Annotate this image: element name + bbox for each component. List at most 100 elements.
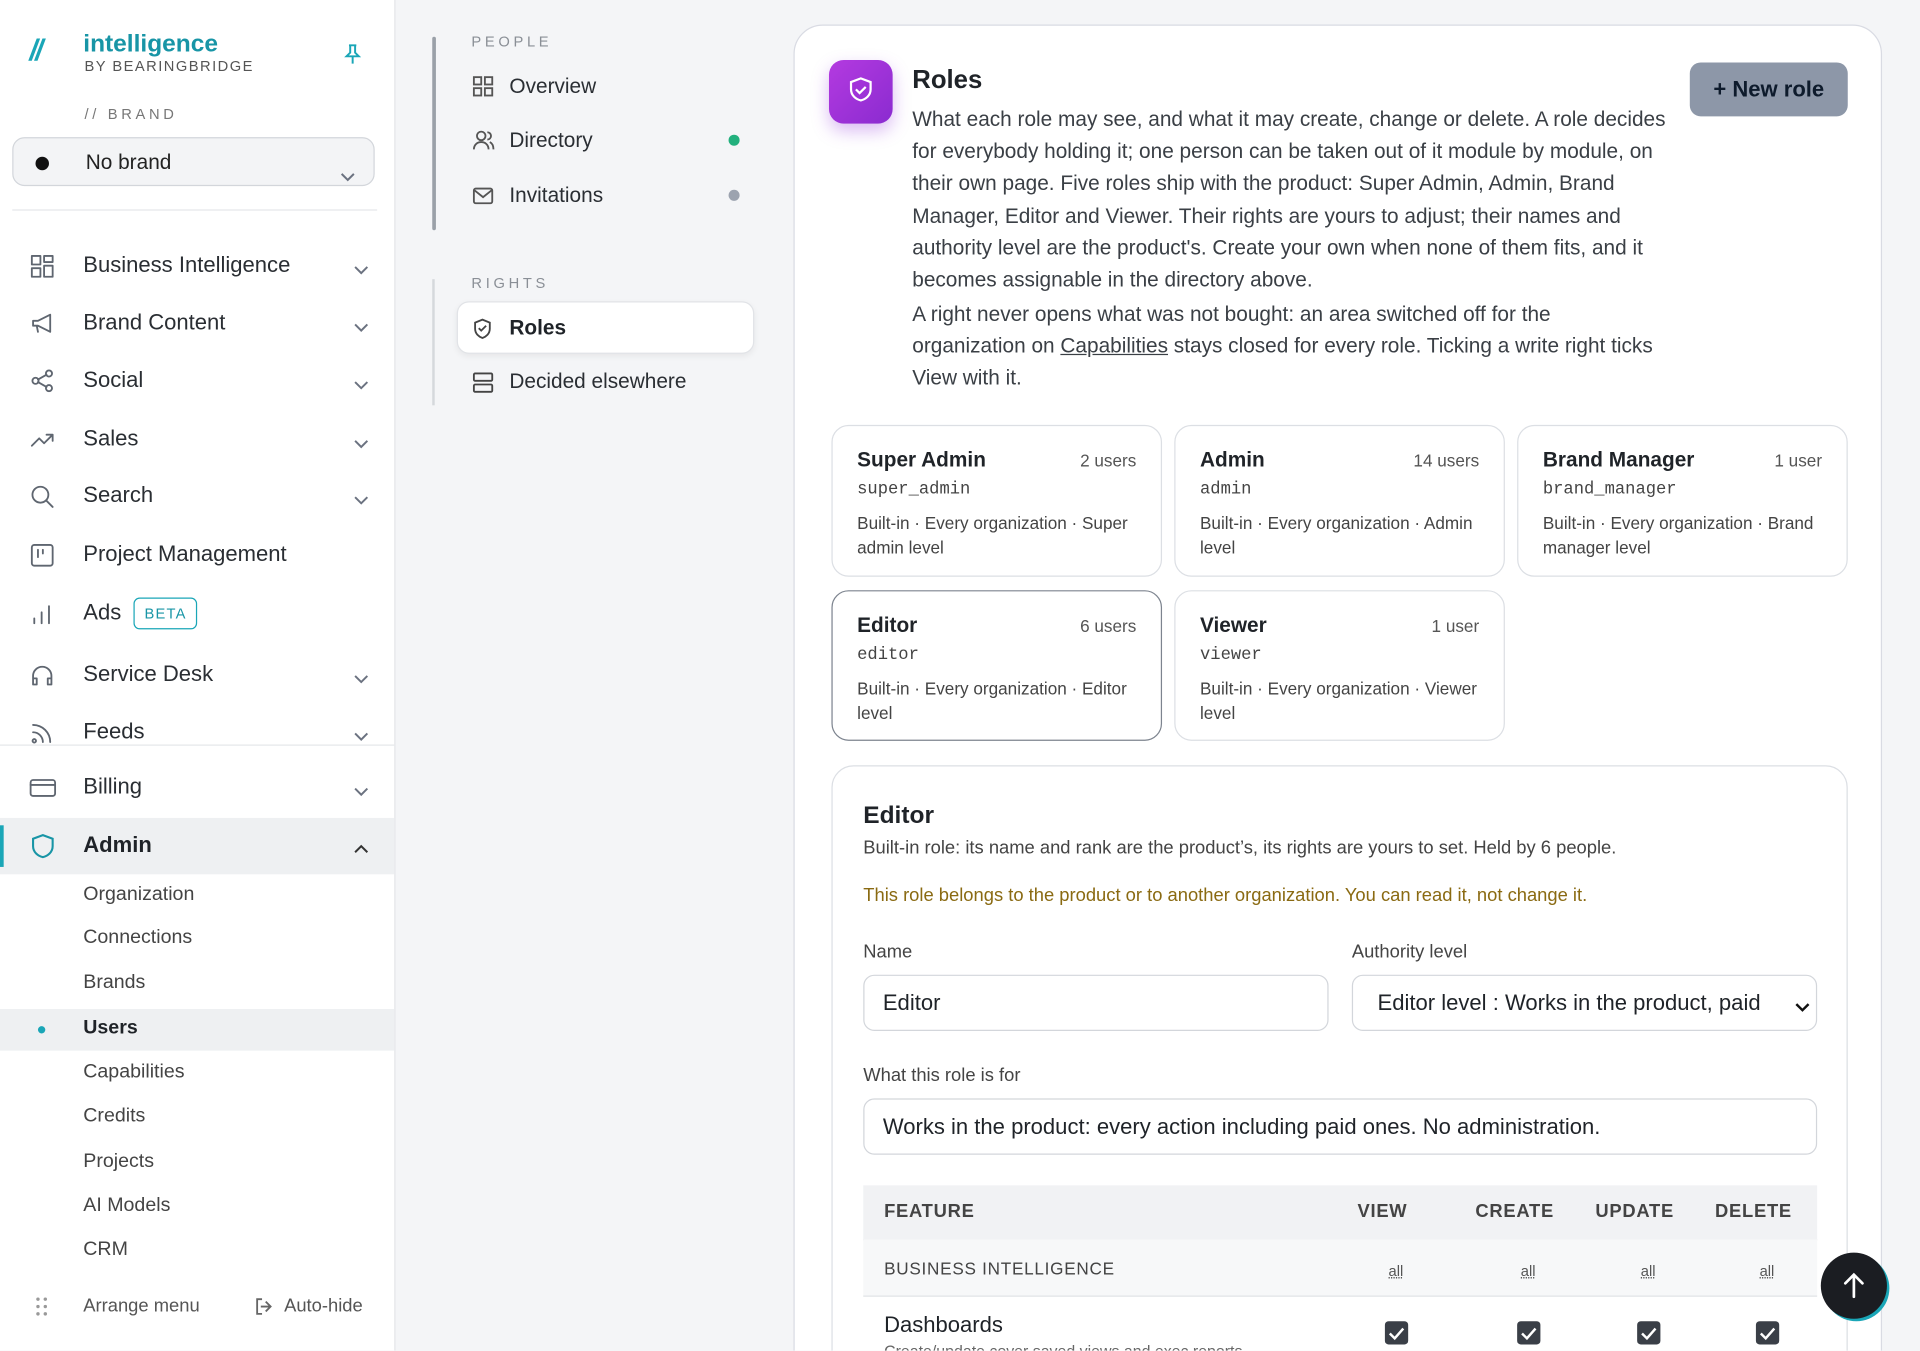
admin-subitem[interactable]: AI Models [83,1195,171,1216]
admin-subitem[interactable]: Brands [83,972,146,994]
capabilities-link[interactable]: Capabilities [1060,334,1169,358]
chevron-up [353,839,370,861]
admin-subitem[interactable]: CRM [83,1239,128,1261]
arrange-menu[interactable]: Arrange menu [83,1295,200,1317]
nav-item[interactable]: Billing [83,773,143,799]
nav-icon [29,662,56,695]
subnav-item[interactable]: Decided elsewhere [509,369,687,394]
status-dot [728,189,740,201]
column-header: DELETE [1715,1201,1792,1223]
chevron-down [353,670,370,692]
nav-item[interactable]: Service Desk [83,661,214,686]
purpose-input[interactable]: Works in the product: every action inclu… [863,1098,1818,1155]
admin-subitem[interactable]: Capabilities [83,1061,185,1083]
role-meta: Built-in · Every organization · Editor l… [857,678,1127,723]
role-card[interactable]: Admin 14 users admin Built-in · Every organ… [1174,424,1505,577]
admin-subitem[interactable]: Users [83,1017,138,1039]
nav-item[interactable]: Social [83,367,144,392]
arrow-up-icon [1843,1272,1864,1299]
purpose-value: Works in the product: every action inclu… [882,1114,1601,1139]
nav-item-admin[interactable]: Admin [83,832,152,858]
chevron-down [353,727,370,749]
permission-checkbox[interactable] [1517,1321,1541,1345]
subnav-item[interactable]: Overview [509,74,597,98]
select-chevron [1794,998,1811,1020]
name-value: Editor [882,990,941,1016]
nav-icon [29,775,57,808]
role-card[interactable]: Super Admin 2 users super_admin Built-in · … [831,424,1163,577]
admin-subitem[interactable]: Organization [83,884,195,905]
admin-subitem[interactable]: Connections [83,926,193,948]
role-card[interactable]: Brand Manager 1 user brand_manager Built-in… [1517,424,1848,577]
chevron-down [353,261,370,283]
subnav-icon [471,317,495,348]
note-text: stays closed for every role. Ticking a w… [912,334,1653,390]
nav-item[interactable]: Search [83,482,154,507]
role-key mono: brand_manager [1542,480,1677,500]
role-key mono: admin [1200,480,1252,500]
role-users: 2 users [1080,450,1137,471]
nav-icon [29,601,56,634]
nav-icon [29,253,56,286]
admin-subitem[interactable]: Credits [83,1105,146,1127]
status-dot [728,134,740,146]
authority-value: Editor level : Works in the product, pai… [1377,990,1761,1016]
new-role-button[interactable]: + New role [1689,62,1848,117]
column-header: FEATURE [884,1201,975,1223]
subnav-icon [471,129,495,160]
nav-icon [29,369,56,402]
subnav-item[interactable]: Directory [509,128,593,152]
nav-icon [29,542,56,575]
chevron-down [353,376,370,398]
note-text: A right never opens what was not bought:… [912,302,1551,358]
role-meta: Built-in · Every organization · Brand ma… [1542,513,1814,558]
group-toggle[interactable]: all [1520,1262,1536,1280]
role-key mono: editor [857,645,919,665]
subnav: PEOPLE Overview Directory Invitations RIGHTS… [432,0,763,1351]
drag-icon [34,1296,49,1324]
role-card[interactable]: Viewer 1 user viewer Built-in · Every organ… [1174,590,1505,741]
nav-item[interactable]: Brand Content [83,309,226,335]
permission-checkbox[interactable] [1384,1321,1409,1345]
readonly-warning: This role belongs to the product or to a… [863,885,1588,907]
editor-subtitle: Built-in role: its name and rank are the… [863,837,1617,859]
active-dot [37,1026,46,1034]
nav-item[interactable]: Ads [83,600,122,625]
brand-byline: BY BEARINGBRIDGE [84,57,254,75]
divider [0,744,395,746]
group-toggle[interactable]: all [1640,1262,1656,1280]
feature-name: Dashboards [884,1312,1003,1338]
authority-select[interactable]: Editor level : Works in the product, pai… [1351,974,1818,1032]
nav-item[interactable]: Business Intelligence [83,252,291,277]
nav-item[interactable]: Feeds [83,718,145,744]
chevron-down [353,491,370,513]
role-name: Viewer [1200,613,1267,637]
editor-panel: Editor Built-in role: its name and rank a… [831,765,1848,1351]
roles-note: A right never opens what was not bought:… [912,299,1659,395]
group-toggle[interactable]: all [1759,1262,1775,1280]
group-name: BUSINESS INTELLIGENCE [884,1258,1115,1279]
admin-subitem[interactable]: Projects [83,1151,155,1172]
column-header: VIEW [1357,1201,1408,1223]
role-card[interactable]: Editor 6 users editor Built-in · Every orga… [831,590,1163,741]
nav-item[interactable]: Project Management [83,541,287,566]
subitem-highlight [0,1008,395,1051]
nav-item[interactable]: Sales [83,426,139,451]
editor-title: Editor [863,802,935,829]
group-toggle[interactable]: all [1388,1262,1404,1280]
brand-dot [35,156,49,171]
subnav-item[interactable]: Invitations [509,183,604,207]
permission-checkbox[interactable] [1637,1321,1661,1345]
subnav-rail [432,36,436,231]
subnav-item-active[interactable]: Roles [509,315,567,340]
scroll-top-button[interactable] [1820,1252,1887,1319]
name-input[interactable]: Editor [863,974,1329,1032]
brand-select[interactable]: No brand [12,137,375,187]
chevron-down [353,435,370,457]
admin-icon [29,833,56,866]
brand-section-label: // BRAND [84,105,178,123]
permission-checkbox[interactable] [1755,1321,1780,1345]
auto-hide[interactable]: Auto-hide [284,1295,363,1317]
